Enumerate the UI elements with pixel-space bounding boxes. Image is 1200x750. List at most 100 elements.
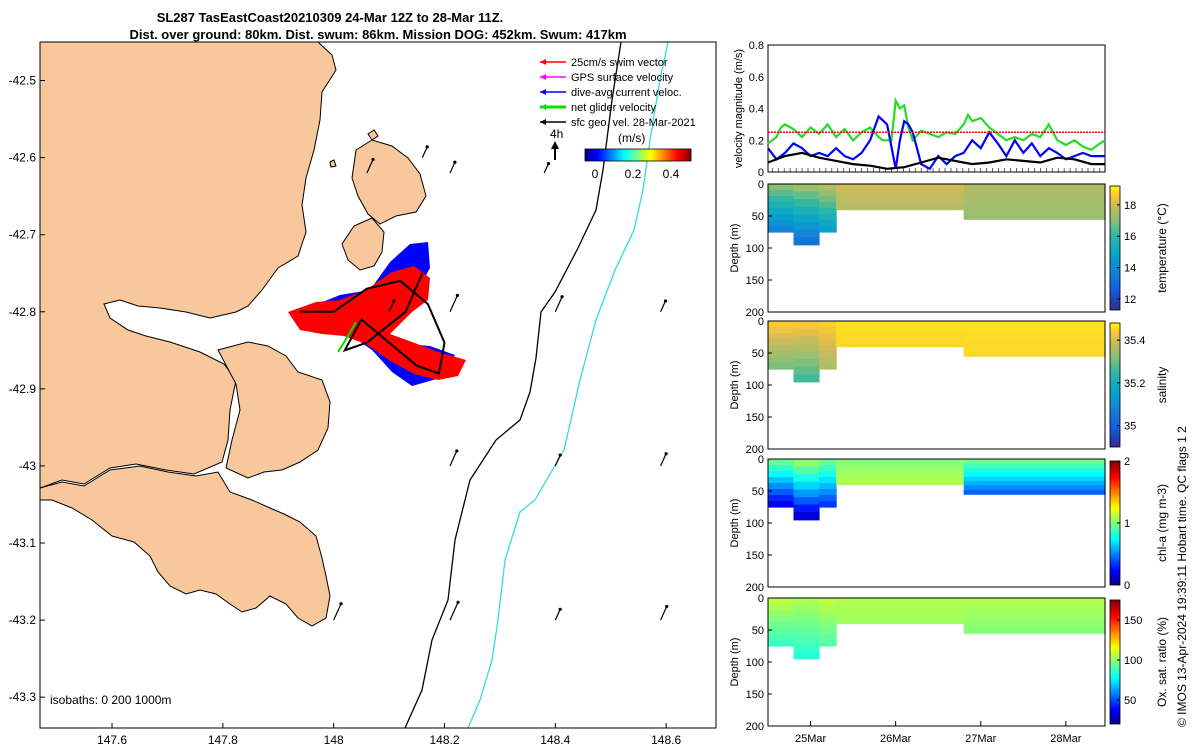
profile-cell — [819, 321, 837, 328]
profile-cell — [768, 483, 795, 490]
profile-cell — [768, 640, 795, 647]
profile-cell — [793, 191, 820, 200]
glider-data — [288, 242, 466, 386]
profile-cell — [768, 465, 795, 472]
geo-velocity-arrow — [660, 604, 669, 621]
profile-cell — [819, 226, 837, 233]
velocity-series-line — [767, 114, 1105, 171]
profile-cell — [836, 601, 965, 605]
profile-y-tick-label: 100 — [746, 243, 764, 255]
swim-vector-region — [288, 266, 466, 380]
profile-y-tick-label: 150 — [746, 412, 764, 424]
legend-label: GPS surface velocity — [571, 72, 674, 84]
profile-cell — [768, 190, 795, 197]
velocity-y-tick-label: 0.8 — [749, 40, 764, 52]
profile-y-tick-label: 150 — [746, 275, 764, 287]
profile-cell — [768, 196, 795, 203]
profile-cell — [963, 347, 1106, 353]
profile-cell — [963, 321, 1106, 326]
isobath-200m — [404, 42, 622, 728]
colorbar-tick-label: 100 — [1124, 655, 1142, 667]
velocity-y-tick-label: 0.4 — [749, 104, 764, 116]
profile-cell — [836, 184, 965, 188]
profile-cell — [768, 333, 795, 340]
map-y-tick-label: -42.8 — [9, 305, 37, 319]
profile-cell — [836, 614, 965, 618]
land-maria-north — [351, 139, 427, 225]
profile-cell — [768, 202, 795, 209]
colorbar-tick-label: 1 — [1124, 518, 1130, 530]
colorbar-tick-0.2: 0.2 — [625, 167, 642, 181]
geo-velocity-arrow — [543, 162, 551, 174]
velocity-y-tick-label: 0.6 — [749, 72, 764, 84]
profile-cell — [768, 622, 795, 629]
profile-cell — [768, 357, 795, 364]
profile-y-tick-label: 100 — [746, 518, 764, 530]
profile-cell — [793, 497, 820, 506]
profile-cell — [836, 330, 965, 335]
profile-cell — [768, 634, 795, 641]
map-x-tick-label: 148.2 — [429, 733, 459, 747]
legend-entry: sfc geo. vel. 28-Mar-2021 — [540, 117, 696, 129]
profile-cell — [768, 501, 795, 508]
profile-cell — [963, 334, 1106, 340]
profile-cell — [793, 184, 820, 193]
map-y-tick-label: -42.9 — [9, 382, 37, 396]
profile-cell — [793, 343, 820, 352]
profile-cell — [836, 193, 965, 198]
profile-cell — [768, 471, 795, 478]
profile-cell — [768, 339, 795, 346]
profile-cell — [836, 607, 965, 612]
profile-cell — [793, 229, 820, 238]
profile-colorbar — [1109, 322, 1121, 448]
profile-cell — [793, 366, 820, 375]
map-x-tick-label: 148 — [324, 733, 344, 747]
profile-cell — [793, 474, 820, 483]
profile-panel-temperature: 0 50 100 150 200 Depth (m) 12 14 16 18 temperature… — [729, 179, 1169, 319]
velocity-y-tick-label: 0.2 — [749, 135, 764, 147]
profile-cell — [963, 606, 1106, 612]
profile-cell — [819, 610, 837, 617]
profile-cell — [768, 345, 795, 352]
profile-cell — [819, 471, 837, 478]
map-y-tick-label: -43.2 — [9, 613, 37, 627]
profile-cell — [768, 459, 795, 466]
profile-cell — [963, 459, 1106, 464]
profile-cell — [963, 188, 1106, 194]
profile-cell — [819, 190, 837, 197]
profile-cell — [819, 616, 837, 623]
profile-cell — [963, 214, 1106, 220]
map-y-tick-label: -42.5 — [9, 74, 37, 88]
colorbar-tick-label: 14 — [1124, 263, 1136, 275]
profile-cell — [793, 199, 820, 208]
profile-cell — [819, 214, 837, 221]
profile-cell — [836, 327, 965, 332]
profile-cell — [819, 495, 837, 502]
profile-cell — [768, 489, 795, 496]
profile-cell — [819, 622, 837, 629]
profile-cell — [768, 214, 795, 221]
map-x-ticks: 147.6 147.8 148 148.2 148.4 148.6 — [97, 723, 681, 747]
profile-cell — [819, 465, 837, 472]
profile-cell — [793, 374, 820, 383]
colorbar-tick-label: 16 — [1124, 231, 1136, 243]
map-frame — [39, 41, 717, 729]
colorbar-label: chl-a (mg m-3) — [1155, 484, 1169, 562]
profile-cell — [963, 598, 1106, 603]
profile-cell — [768, 351, 795, 358]
profile-y-tick-label: 50 — [752, 211, 764, 223]
profile-cell — [836, 203, 965, 207]
colorbar-tick-label: 150 — [1124, 615, 1142, 627]
profile-cell — [819, 202, 837, 209]
land — [40, 42, 427, 627]
profile-cell — [793, 336, 820, 345]
geo-velocity-arrow — [366, 157, 375, 174]
profile-cell — [819, 208, 837, 215]
velocity-panel: 0 0.2 0.4 0.6 0.8 velocity magnitude (m/s) — [733, 40, 1106, 179]
profile-panel-chl-a: 0 50 100 150 200 Depth (m) 0 1 2 chl-a (mg m-3) — [729, 454, 1169, 594]
time-tick-label: 28Mar — [1050, 733, 1082, 745]
map-y-tick-label: -43.1 — [9, 536, 37, 550]
profile-cell — [963, 472, 1106, 478]
legend-label: sfc geo. vel. 28-Mar-2021 — [571, 117, 696, 129]
colorbar-label: salinity — [1155, 367, 1169, 404]
